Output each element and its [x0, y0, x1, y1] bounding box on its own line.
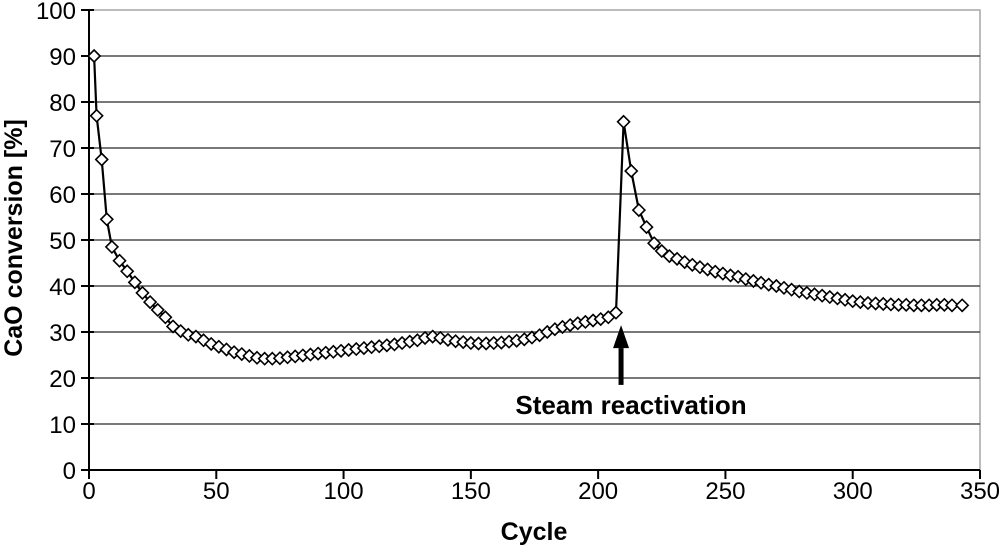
data-point-marker	[150, 302, 165, 318]
y-tick-label-60: 60	[49, 182, 76, 209]
y-axis-title: CaO conversion [%]	[0, 119, 28, 357]
data-point-marker	[944, 298, 960, 313]
data-point-marker	[158, 310, 173, 325]
data-point-marker	[433, 330, 448, 346]
data-point-marker	[104, 239, 120, 255]
data-point-marker	[647, 236, 662, 251]
y-tick-label-90: 90	[49, 44, 76, 71]
y-tick-label-50: 50	[49, 228, 76, 255]
data-point-marker	[631, 202, 647, 218]
x-tick-label-250: 250	[705, 478, 745, 505]
steam-reactivation-annotation: Steam reactivation	[515, 390, 747, 420]
data-point-marker	[700, 262, 715, 277]
data-point-marker	[173, 323, 188, 339]
data-point-marker	[94, 152, 109, 167]
x-tick-label-0: 0	[82, 478, 95, 505]
x-tick-label-100: 100	[324, 478, 364, 505]
x-tick-label-300: 300	[833, 478, 873, 505]
data-point-marker	[715, 266, 731, 281]
steam-reactivation-arrow-head	[613, 325, 630, 349]
y-tick-label-100: 100	[36, 0, 76, 25]
data-point-marker	[181, 327, 196, 342]
x-tick-label-150: 150	[451, 478, 491, 505]
data-point-marker	[955, 298, 970, 313]
y-tick-label-0: 0	[63, 458, 76, 485]
data-point-marker	[234, 346, 249, 362]
data-point-marker	[89, 108, 104, 123]
data-point-marker	[127, 275, 142, 290]
y-tick-label-20: 20	[49, 366, 76, 393]
x-tick-label-50: 50	[203, 478, 230, 505]
data-point-marker	[708, 264, 723, 279]
y-tick-label-70: 70	[49, 136, 76, 163]
data-point-marker	[86, 48, 102, 64]
data-point-marker	[142, 294, 158, 310]
data-point-marker	[112, 253, 127, 268]
data-point-marker	[616, 114, 631, 129]
y-tick-label-10: 10	[49, 412, 76, 439]
x-axis-title: Cycle	[500, 518, 568, 546]
data-point-marker	[99, 212, 114, 227]
data-point-marker	[639, 219, 654, 235]
y-tick-label-80: 80	[49, 90, 76, 117]
data-point-marker	[226, 345, 242, 360]
data-point-marker	[753, 275, 769, 290]
data-point-marker	[120, 264, 135, 279]
y-tick-label-30: 30	[49, 320, 76, 347]
x-tick-label-350: 350	[960, 478, 1000, 505]
data-point-marker	[654, 243, 669, 259]
data-point-marker	[219, 342, 234, 357]
data-point-marker	[624, 163, 639, 179]
data-point-marker	[769, 278, 784, 294]
y-tick-label-40: 40	[49, 274, 76, 301]
data-point-marker	[135, 285, 150, 301]
data-point-marker	[608, 305, 624, 320]
data-point-marker	[165, 319, 181, 334]
x-tick-label-200: 200	[578, 478, 618, 505]
data-point-marker	[662, 248, 677, 264]
